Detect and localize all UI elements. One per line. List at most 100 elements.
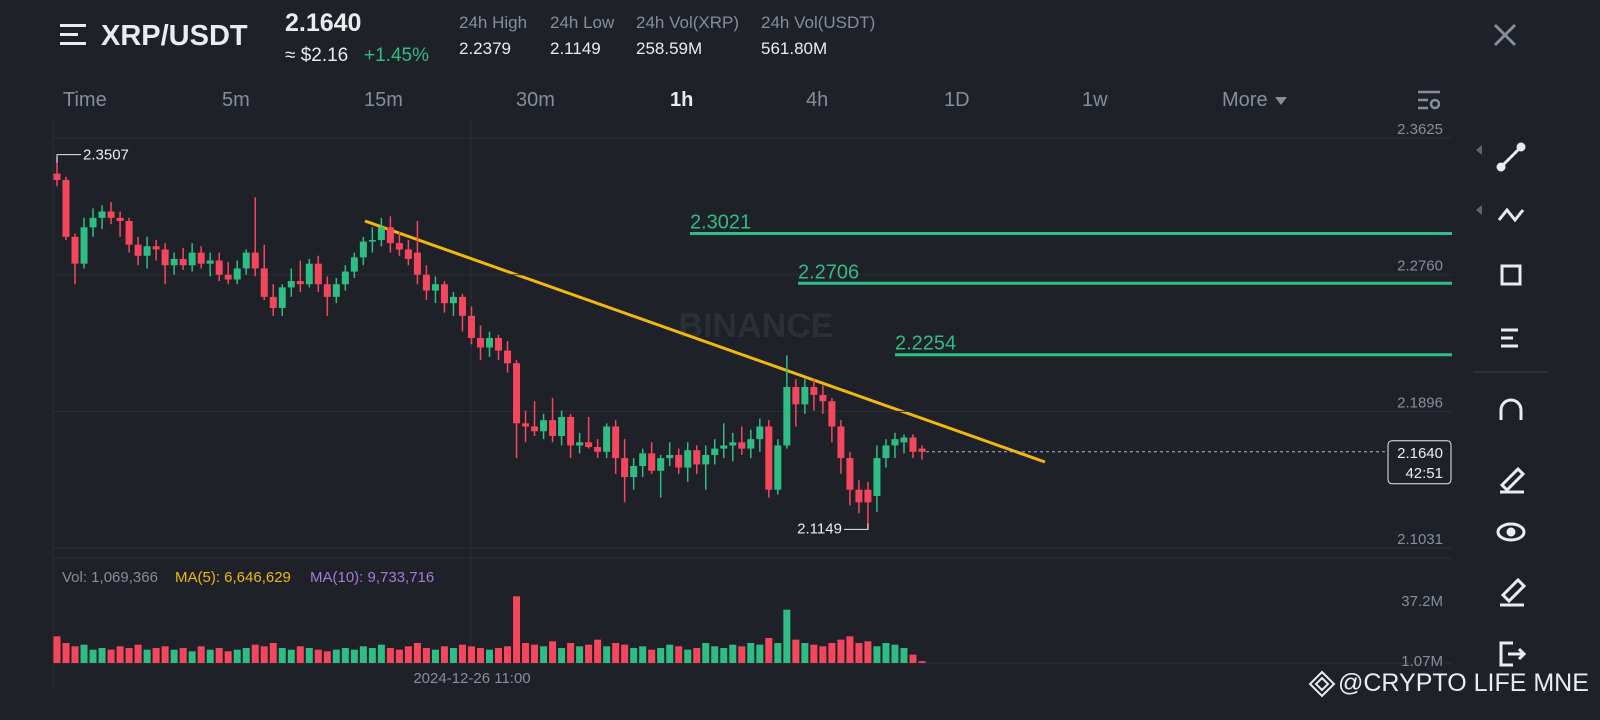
candle-body [89,217,97,228]
volume-bar [612,643,620,663]
volume-bar [269,643,277,663]
timeframe-tab[interactable]: 1h [670,89,694,111]
volume-bar [170,649,178,663]
volume-bar [594,639,602,663]
candle-body [431,284,439,291]
candle-body [576,442,584,446]
volume-bar [107,649,115,663]
candle-body [71,236,79,264]
volume-bar [549,641,557,663]
candle-body [621,458,629,478]
volume-bar [639,646,647,663]
candle-body [594,447,602,452]
candle-body [531,426,539,432]
settings-icon[interactable] [1416,88,1442,112]
candle-body [738,442,746,449]
volume-bar [449,648,457,663]
volume-bar [206,649,214,663]
menu-icon[interactable] [58,22,88,48]
candle-body [603,426,611,452]
candle-body [80,227,88,264]
candle-body [377,227,385,240]
volume-bar [89,649,97,663]
candle-body [891,439,899,446]
x-axis-label: 2024-12-26 11:00 [413,670,530,687]
candle-body [513,363,521,424]
candle-body [900,437,908,443]
candle-body [53,173,61,180]
candle-body [359,241,367,258]
candle-body [413,252,421,275]
dropdown-arrow [1274,97,1287,105]
timeframe-tab[interactable]: 4h [806,89,829,111]
candle-body [206,260,214,264]
candle-body [332,284,340,297]
candle-body [116,217,124,222]
candle-body [323,284,331,297]
volume-bar [918,661,926,663]
volume-bar [323,651,331,663]
stat-value: 258.59M [636,39,703,58]
candle-body [440,284,448,304]
volume-bar [62,643,70,663]
timeframe-tab[interactable]: Time [63,89,107,111]
candle-body [819,394,827,402]
candle-body [197,252,205,264]
y-tick-label: 2.2760 [1397,258,1443,275]
candle-body [224,274,232,280]
countdown: 42:51 [1405,465,1443,482]
timeframe-tab[interactable]: 30m [516,89,555,111]
candle-body [98,211,106,218]
candle-body [666,454,674,459]
price-change: +1.45% [364,45,429,66]
price-level-label: 2.3021 [690,211,751,233]
volume-bar [558,648,566,663]
candle-body [639,453,647,467]
price-level-label: 2.2706 [798,261,859,283]
volume-bar [440,646,448,663]
volume-bar [116,646,124,663]
pair[interactable]: XRP/USDT [101,20,248,52]
timeframe-tab[interactable]: 1w [1082,89,1108,111]
volume-bar [332,649,340,663]
volume-bar [422,648,430,663]
timeframe-tab[interactable]: 5m [222,89,250,111]
volume-bar [720,648,728,663]
ma10-label: MA(10): 9,733,716 [310,569,434,586]
volume-bar [53,636,61,663]
volume-bar [476,648,484,663]
timeframe-tab[interactable]: More [1222,89,1288,112]
last-price-box [1387,440,1452,485]
candle-body [864,489,872,503]
volume-bar [828,643,836,663]
volume-bar [693,648,701,663]
timeframe-tab[interactable]: 1D [944,89,970,111]
candle-body [305,263,313,285]
volume-bar [864,641,872,663]
volume-bar [531,644,539,663]
stat-label: 24h High [459,13,528,32]
volume-bar [359,646,367,663]
candle-body [702,454,710,465]
volume-bar [738,646,746,663]
volume-bar [395,649,403,663]
volume-bar [819,646,827,663]
volume-bar [648,649,656,663]
volume-bar [71,646,79,663]
close-button[interactable] [1492,22,1518,48]
last-price-label: 2.1640 [1397,445,1443,462]
timeframe-tab[interactable]: 15m [364,89,403,111]
candle-body [341,271,349,285]
candle-body [918,448,926,452]
candle-body [62,179,70,237]
volume-bar [630,648,638,663]
candle-body [756,426,764,440]
candle-body [585,442,593,448]
volume-bar [711,646,719,663]
volume-bar [504,646,512,663]
volume-bar [513,596,521,663]
candle-body [765,426,773,490]
volume-bar [152,648,160,663]
volume-bar [522,643,530,663]
candle-body [657,458,665,471]
